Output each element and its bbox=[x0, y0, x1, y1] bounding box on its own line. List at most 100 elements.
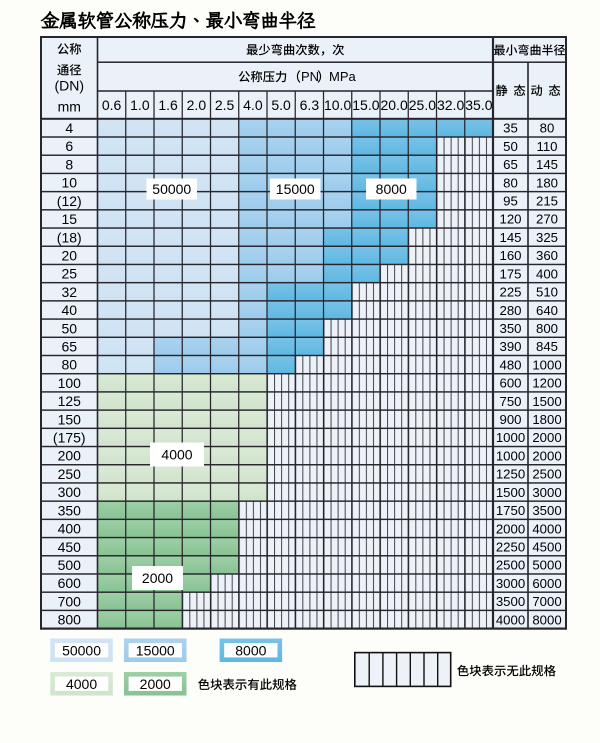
svg-text:1.6: 1.6 bbox=[158, 97, 178, 113]
svg-text:1000: 1000 bbox=[532, 357, 561, 372]
svg-text:1500: 1500 bbox=[532, 394, 561, 409]
svg-text:360: 360 bbox=[536, 248, 558, 263]
svg-text:25.0: 25.0 bbox=[409, 97, 436, 113]
svg-text:50: 50 bbox=[61, 320, 77, 336]
svg-text:8000: 8000 bbox=[235, 642, 266, 658]
svg-text:15: 15 bbox=[61, 211, 77, 227]
svg-text:180: 180 bbox=[536, 175, 558, 190]
svg-text:8: 8 bbox=[65, 156, 73, 172]
svg-text:5000: 5000 bbox=[532, 558, 561, 573]
svg-text:4500: 4500 bbox=[532, 539, 561, 554]
svg-text:15000: 15000 bbox=[276, 181, 315, 197]
svg-text:7000: 7000 bbox=[532, 594, 561, 609]
svg-text:1200: 1200 bbox=[532, 376, 561, 391]
svg-text:175: 175 bbox=[499, 266, 521, 281]
svg-text:65: 65 bbox=[503, 157, 518, 172]
svg-text:270: 270 bbox=[536, 212, 558, 227]
svg-text:20.0: 20.0 bbox=[380, 97, 407, 113]
svg-text:3500: 3500 bbox=[532, 503, 561, 518]
svg-text:32: 32 bbox=[61, 284, 77, 300]
svg-text:3000: 3000 bbox=[496, 576, 525, 591]
svg-text:350: 350 bbox=[58, 502, 82, 518]
svg-text:200: 200 bbox=[58, 448, 82, 464]
svg-text:32.0: 32.0 bbox=[437, 97, 464, 113]
svg-text:1000: 1000 bbox=[496, 430, 525, 445]
svg-text:600: 600 bbox=[58, 575, 82, 591]
svg-text:800: 800 bbox=[536, 321, 558, 336]
svg-text:750: 750 bbox=[499, 394, 521, 409]
svg-text:4: 4 bbox=[65, 120, 73, 136]
svg-text:4000: 4000 bbox=[66, 676, 97, 692]
svg-text:2000: 2000 bbox=[142, 570, 173, 586]
svg-text:125: 125 bbox=[58, 393, 82, 409]
svg-text:2250: 2250 bbox=[496, 539, 525, 554]
svg-text:2000: 2000 bbox=[532, 430, 561, 445]
svg-text:8000: 8000 bbox=[532, 612, 561, 627]
svg-text:900: 900 bbox=[499, 412, 521, 427]
svg-text:6: 6 bbox=[65, 138, 73, 154]
svg-text:1800: 1800 bbox=[532, 412, 561, 427]
svg-text:2500: 2500 bbox=[532, 467, 561, 482]
svg-text:4000: 4000 bbox=[496, 612, 525, 627]
svg-text:5.0: 5.0 bbox=[271, 97, 291, 113]
svg-text:(12): (12) bbox=[57, 193, 82, 209]
svg-text:145: 145 bbox=[536, 157, 558, 172]
svg-text:150: 150 bbox=[58, 411, 82, 427]
svg-text:95: 95 bbox=[503, 194, 518, 209]
svg-text:215: 215 bbox=[536, 194, 558, 209]
svg-text:1.0: 1.0 bbox=[130, 97, 150, 113]
svg-text:80: 80 bbox=[61, 357, 77, 373]
svg-text:1250: 1250 bbox=[496, 467, 525, 482]
svg-text:110: 110 bbox=[536, 139, 557, 154]
svg-text:(18): (18) bbox=[57, 229, 82, 245]
svg-text:480: 480 bbox=[499, 357, 521, 372]
svg-text:800: 800 bbox=[58, 612, 82, 628]
svg-text:350: 350 bbox=[499, 321, 521, 336]
svg-text:8000: 8000 bbox=[376, 181, 407, 197]
svg-text:35.0: 35.0 bbox=[465, 97, 492, 113]
svg-text:390: 390 bbox=[499, 339, 521, 354]
svg-text:500: 500 bbox=[58, 557, 82, 573]
svg-text:15.0: 15.0 bbox=[352, 97, 379, 113]
svg-text:160: 160 bbox=[499, 248, 521, 263]
svg-text:2.0: 2.0 bbox=[187, 97, 207, 113]
svg-text:400: 400 bbox=[58, 521, 82, 537]
svg-text:600: 600 bbox=[499, 376, 521, 391]
svg-text:4000: 4000 bbox=[161, 447, 192, 463]
svg-text:1750: 1750 bbox=[496, 503, 525, 518]
svg-text:300: 300 bbox=[58, 484, 82, 500]
svg-text:640: 640 bbox=[536, 303, 558, 318]
svg-text:845: 845 bbox=[536, 339, 558, 354]
svg-text:120: 120 bbox=[499, 212, 521, 227]
svg-text:MPa: MPa bbox=[329, 69, 357, 84]
svg-text:2.5: 2.5 bbox=[215, 97, 235, 113]
svg-text:100: 100 bbox=[58, 375, 82, 391]
svg-text:2000: 2000 bbox=[496, 521, 525, 536]
svg-text:510: 510 bbox=[536, 285, 558, 300]
svg-text:3500: 3500 bbox=[496, 594, 525, 609]
svg-text:400: 400 bbox=[536, 266, 558, 281]
svg-text:0.6: 0.6 bbox=[102, 97, 122, 113]
svg-text:25: 25 bbox=[61, 266, 77, 282]
svg-text:3000: 3000 bbox=[532, 485, 561, 500]
svg-text:2500: 2500 bbox=[496, 558, 525, 573]
svg-text:(175): (175) bbox=[53, 430, 86, 446]
svg-text:mm: mm bbox=[58, 99, 81, 115]
svg-text:4000: 4000 bbox=[532, 521, 561, 536]
svg-text:50000: 50000 bbox=[62, 642, 101, 658]
svg-text:80: 80 bbox=[503, 175, 518, 190]
svg-text:2000: 2000 bbox=[140, 676, 171, 692]
svg-text:250: 250 bbox=[58, 466, 82, 482]
svg-text:80: 80 bbox=[540, 121, 555, 136]
svg-text:10: 10 bbox=[61, 175, 77, 191]
svg-text:15000: 15000 bbox=[136, 642, 175, 658]
svg-text:65: 65 bbox=[61, 338, 77, 354]
svg-text:325: 325 bbox=[536, 230, 558, 245]
svg-text:40: 40 bbox=[61, 302, 77, 318]
svg-text:450: 450 bbox=[58, 539, 82, 555]
svg-text:1000: 1000 bbox=[496, 448, 525, 463]
svg-text:50: 50 bbox=[503, 139, 518, 154]
svg-text:225: 225 bbox=[499, 285, 521, 300]
svg-text:(DN): (DN) bbox=[54, 78, 84, 94]
svg-text:6.3: 6.3 bbox=[300, 97, 320, 113]
